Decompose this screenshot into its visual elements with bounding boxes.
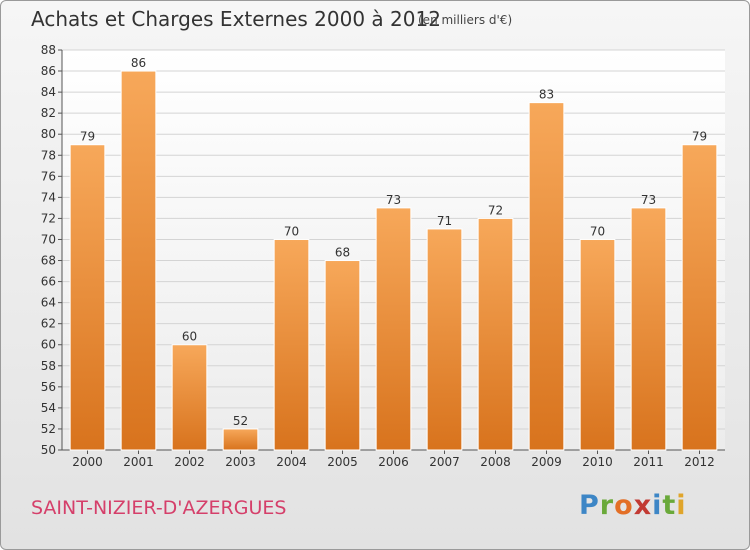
place-name: SAINT-NIZIER-D'AZERGUES [31, 497, 287, 519]
bar-2003 [222, 428, 259, 451]
data-label-2011: 73 [641, 193, 656, 207]
x-tick-label-2009: 2009 [531, 455, 562, 469]
x-tick-label-2004: 2004 [276, 455, 307, 469]
y-tick-label: 68 [41, 254, 56, 268]
x-tick-label-2001: 2001 [123, 455, 154, 469]
bar-2009 [528, 102, 565, 451]
y-tick-label: 78 [41, 148, 56, 162]
y-tick-label: 88 [41, 43, 56, 57]
y-tick-label: 52 [41, 422, 56, 436]
chart-title: Achats et Charges Externes 2000 à 2012 [31, 7, 441, 31]
y-tick-label: 82 [41, 106, 56, 120]
data-label-2001: 86 [131, 56, 146, 70]
bar-2005 [324, 260, 361, 451]
bar-2012 [681, 144, 718, 451]
y-tick-label: 60 [41, 338, 56, 352]
y-tick-label: 76 [41, 169, 56, 183]
x-tick-label-2000: 2000 [72, 455, 103, 469]
y-tick-label: 74 [41, 190, 56, 204]
data-label-2004: 70 [284, 224, 299, 238]
bar-2001 [120, 70, 157, 451]
x-tick-label-2008: 2008 [480, 455, 511, 469]
bar-2007 [426, 228, 463, 451]
x-tick-label-2002: 2002 [174, 455, 205, 469]
y-tick-label: 84 [41, 85, 56, 99]
x-tick-label-2003: 2003 [225, 455, 256, 469]
data-label-2007: 71 [437, 214, 452, 228]
data-label-2002: 60 [182, 330, 197, 344]
y-tick-label: 72 [41, 211, 56, 225]
proxiti-logo[interactable]: Proxiti [579, 490, 687, 521]
x-tick-label-2006: 2006 [378, 455, 409, 469]
data-label-2003: 52 [233, 414, 248, 428]
data-label-2005: 68 [335, 246, 350, 260]
unit-note: (en milliers d'€) [418, 13, 513, 27]
x-tick-label-2010: 2010 [582, 455, 613, 469]
bar-2002 [171, 344, 208, 451]
data-label-2012: 79 [692, 130, 707, 144]
bar-2011 [630, 207, 667, 451]
data-label-2008: 72 [488, 203, 503, 217]
bar-2008 [477, 217, 514, 451]
data-label-2009: 83 [539, 88, 554, 102]
y-tick-label: 62 [41, 317, 56, 331]
data-label-2000: 79 [80, 130, 95, 144]
x-tick-label-2012: 2012 [684, 455, 715, 469]
x-tick-label-2005: 2005 [327, 455, 358, 469]
bar-2010 [579, 238, 616, 451]
y-tick-label: 70 [41, 232, 56, 246]
x-tick-label-2007: 2007 [429, 455, 460, 469]
bar-2004 [273, 238, 310, 451]
y-tick-label: 54 [41, 401, 56, 415]
data-label-2006: 73 [386, 193, 401, 207]
bar-2000 [69, 144, 106, 451]
x-tick-label-2011: 2011 [633, 455, 664, 469]
y-tick-label: 56 [41, 380, 56, 394]
y-tick-label: 80 [41, 127, 56, 141]
y-tick-label: 66 [41, 275, 56, 289]
y-tick-label: 58 [41, 359, 56, 373]
y-tick-label: 64 [41, 296, 56, 310]
data-label-2010: 70 [590, 224, 605, 238]
bar-2006 [375, 207, 412, 451]
y-tick-label: 86 [41, 64, 56, 78]
y-tick-label: 50 [41, 443, 56, 457]
